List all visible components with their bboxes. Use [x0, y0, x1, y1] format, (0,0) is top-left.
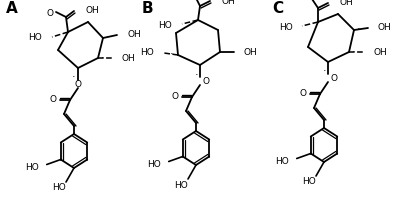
Text: HO: HO	[140, 48, 154, 56]
Text: OH: OH	[378, 22, 392, 31]
Text: ·: ·	[170, 49, 174, 59]
Text: O: O	[300, 89, 306, 98]
Text: OH: OH	[85, 6, 99, 15]
Text: HO: HO	[302, 177, 316, 186]
Text: ·: ·	[195, 70, 199, 80]
Text: HO: HO	[25, 163, 39, 172]
Text: ·: ·	[352, 47, 356, 57]
Text: HO: HO	[28, 33, 42, 42]
Text: OH: OH	[122, 54, 136, 62]
Text: HO: HO	[174, 180, 188, 190]
Text: O: O	[50, 95, 56, 104]
Text: OH: OH	[222, 0, 236, 6]
Text: OH: OH	[127, 30, 141, 39]
Text: O: O	[46, 9, 54, 18]
Text: C: C	[272, 0, 283, 15]
Text: ·: ·	[357, 24, 361, 34]
Text: ·: ·	[72, 72, 76, 82]
Text: O: O	[172, 92, 178, 101]
Text: O: O	[74, 79, 82, 89]
Text: O: O	[202, 76, 210, 86]
Text: O: O	[330, 73, 338, 83]
Text: ·: ·	[106, 32, 110, 42]
Text: HO: HO	[158, 21, 172, 30]
Text: HO: HO	[279, 22, 293, 31]
Text: HO: HO	[147, 160, 161, 169]
Text: OH: OH	[244, 48, 258, 56]
Text: A: A	[6, 0, 18, 15]
Text: ·: ·	[323, 66, 327, 76]
Text: B: B	[142, 0, 154, 15]
Text: HO: HO	[52, 183, 66, 193]
Text: ·: ·	[101, 53, 105, 63]
Text: OH: OH	[340, 0, 354, 6]
Text: OH: OH	[373, 48, 387, 56]
Text: HO: HO	[275, 157, 289, 166]
